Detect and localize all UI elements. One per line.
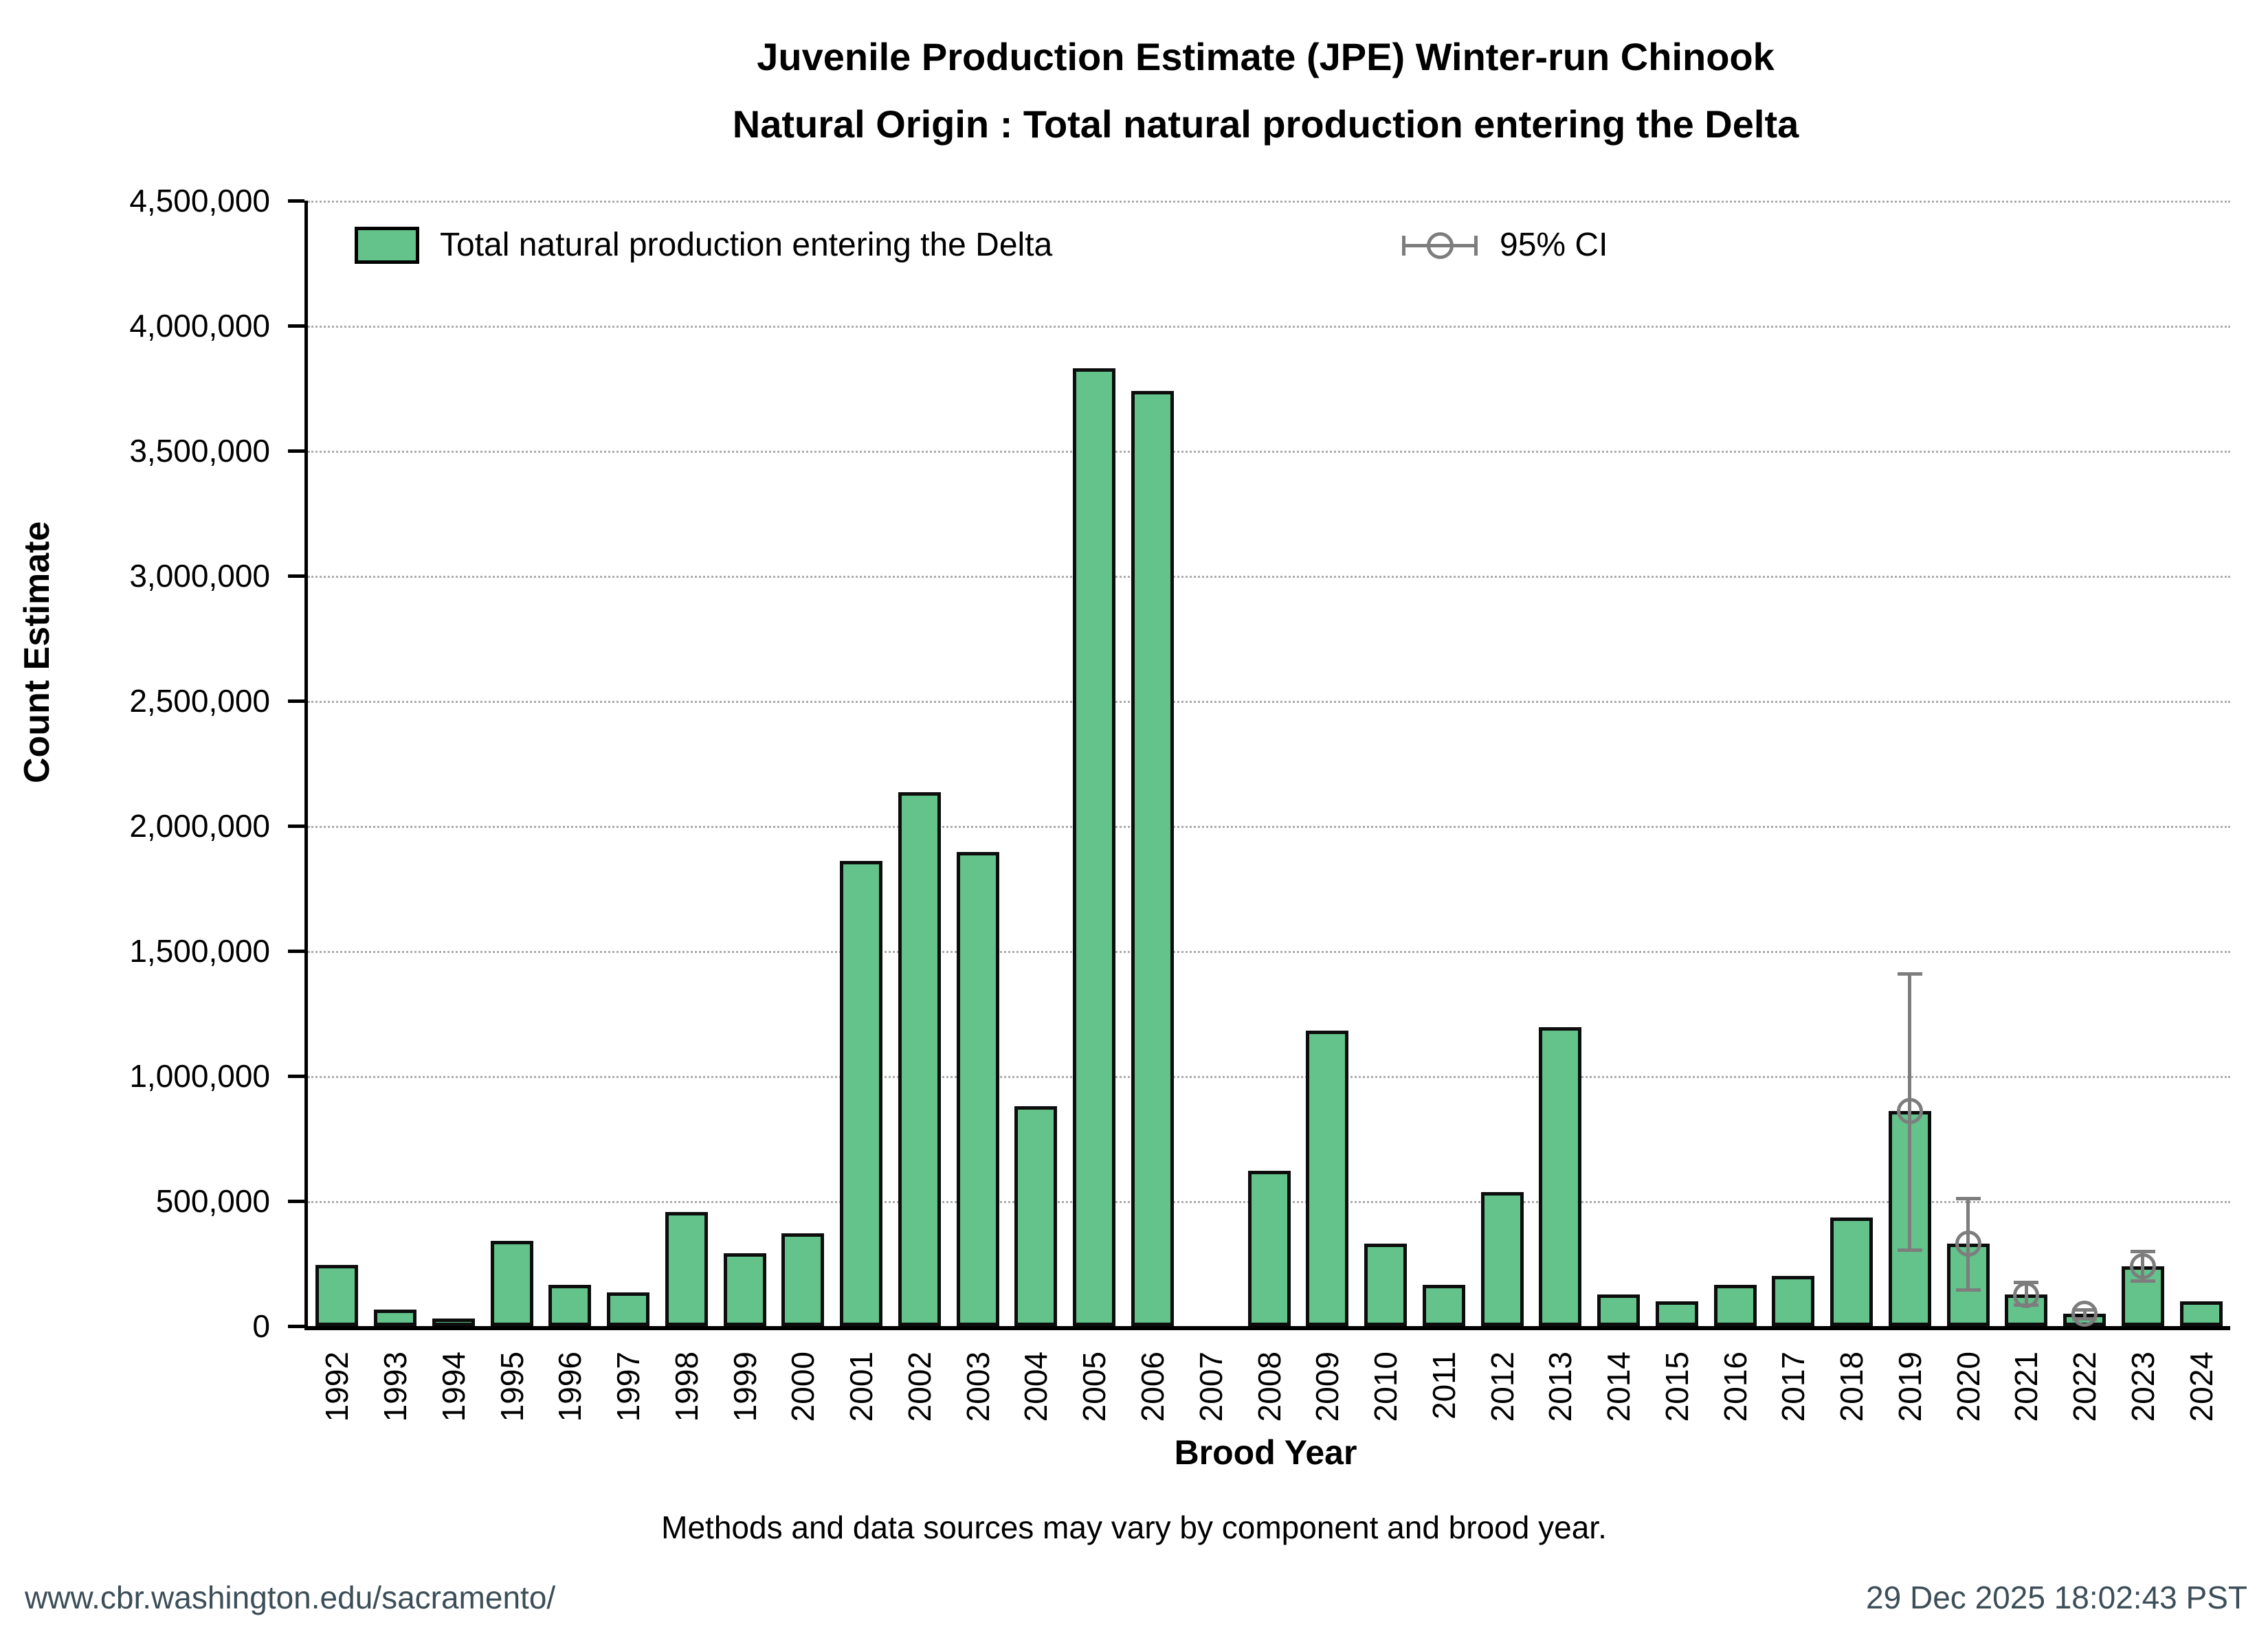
gridline-2000000 [308,826,2230,828]
chart-title-line2: Natural Origin : Total natural productio… [732,102,1799,146]
bar-2002 [898,792,941,1326]
bar-2000 [781,1233,824,1326]
legend-ci-marker-circle-icon [1427,232,1454,259]
bar-2008 [1248,1171,1291,1326]
error-bar-2023-cap-high [2131,1250,2155,1253]
bar-2003 [957,852,999,1326]
gridline-4000000 [308,326,2230,328]
gridline-1500000 [308,951,2230,953]
y-tick-label: 4,500,000 [129,183,270,218]
y-tick-label: 2,500,000 [129,683,270,719]
chart-caption: Methods and data sources may vary by com… [661,1510,1607,1545]
y-tick-mark [288,1075,304,1078]
gridline-2500000 [308,701,2230,703]
error-bar-2022-point-marker [2071,1301,2098,1327]
gridline-3000000 [308,576,2230,578]
legend-ci-errorbar-cap-right [1474,236,1478,256]
bar-2024 [2180,1301,2223,1326]
footer-timestamp: 29 Dec 2025 18:02:43 PST [1866,1580,2247,1615]
bar-2015 [1656,1301,1698,1326]
y-tick-label: 2,000,000 [129,808,270,844]
y-tick-label: 3,500,000 [129,433,270,469]
error-bar-2019-point-marker [1897,1098,1923,1124]
bar-2005 [1073,368,1115,1326]
error-bar-2020-cap-low [1956,1288,1981,1292]
bar-2011 [1423,1285,1465,1326]
error-bar-2019-cap-low [1898,1248,1922,1252]
bar-2010 [1364,1244,1407,1326]
gridline-4500000 [308,201,2230,203]
bar-1995 [491,1241,533,1326]
footer-url: www.cbr.washington.edu/sacramento/ [25,1580,556,1615]
bar-2018 [1830,1218,1873,1326]
bar-1993 [374,1310,416,1326]
bar-1997 [607,1292,649,1326]
y-tick-label: 4,000,000 [129,308,270,344]
legend-ci-errorbar-cap-left [1402,236,1405,256]
bar-1998 [665,1212,708,1326]
y-tick-mark [288,574,304,578]
y-tick-label: 500,000 [155,1183,270,1219]
bar-2014 [1597,1294,1640,1326]
bar-2001 [840,861,882,1326]
bar-1999 [724,1253,766,1326]
y-tick-mark [288,824,304,828]
bar-2016 [1714,1285,1757,1326]
y-tick-label: 0 [252,1308,270,1344]
legend-ci-label: 95% CI [1500,227,1608,263]
y-tick-mark [288,1200,304,1203]
y-tick-mark [288,950,304,953]
plot-area: Total natural production entering the De… [129,183,2230,1422]
legend-series-swatch [355,227,419,264]
y-tick-mark [288,1325,304,1328]
bar-2004 [1014,1106,1057,1326]
y-tick-label: 1,000,000 [129,1058,270,1094]
legend-series-label: Total natural production entering the De… [440,227,1053,263]
y-tick-mark [288,699,304,703]
y-tick-mark [288,324,304,328]
bar-2006 [1131,391,1174,1326]
error-bar-2019-cap-high [1898,972,1922,976]
bar-2017 [1772,1276,1814,1326]
x-axis-title: Brood Year [1174,1433,1357,1472]
y-tick-mark [288,199,304,203]
y-tick-mark [288,449,304,453]
gridline-3500000 [308,451,2230,453]
bar-2012 [1481,1192,1524,1326]
y-tick-label: 1,500,000 [129,933,270,969]
bar-2009 [1306,1031,1348,1326]
error-bar-2021-point-marker [2013,1282,2039,1308]
bar-1992 [315,1265,358,1326]
gridline-1000000 [308,1076,2230,1078]
chart-title-line1: Juvenile Production Estimate (JPE) Winte… [757,35,1775,78]
error-bar-2020-cap-high [1956,1197,1981,1200]
y-tick-label: 3,000,000 [129,558,270,594]
bar-2013 [1539,1027,1581,1326]
bar-1994 [432,1319,475,1326]
error-bar-2023-cap-low [2131,1279,2155,1283]
bar-1996 [548,1285,591,1326]
error-bar-2020-point-marker [1955,1231,1981,1257]
error-bar-2023-point-marker [2130,1253,2156,1279]
